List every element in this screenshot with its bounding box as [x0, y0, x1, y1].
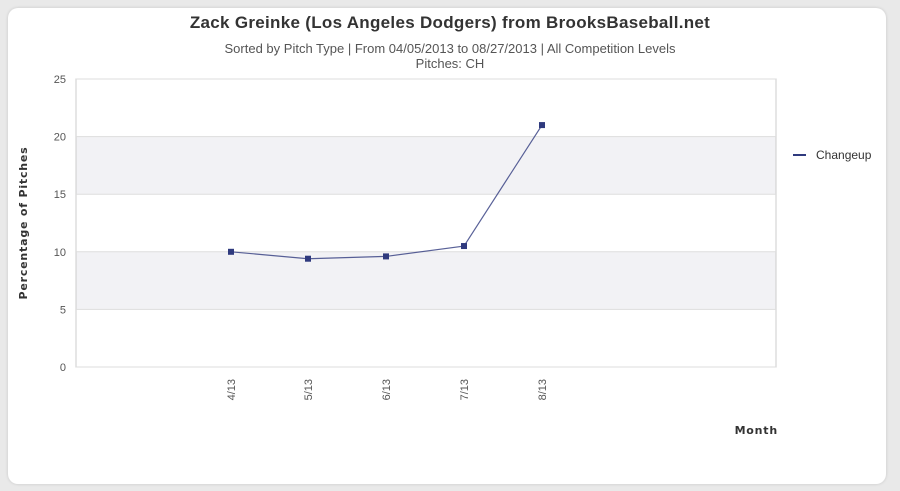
y-axis: 0 5 10 15 20 25	[54, 74, 776, 374]
data-point[interactable]	[539, 122, 545, 129]
series-layer	[228, 122, 545, 262]
x-tick-label: 6/13	[381, 379, 393, 400]
data-point[interactable]	[383, 253, 389, 260]
data-point[interactable]	[228, 248, 234, 255]
y-tick-label: 5	[60, 304, 66, 316]
chart-subtitle: Sorted by Pitch Type | From 04/05/2013 t…	[224, 41, 676, 56]
x-tick-label: 4/13	[226, 379, 238, 400]
y-tick-label: 20	[54, 132, 66, 144]
x-axis: 4/13 5/13 6/13 7/13 8/13	[226, 379, 549, 400]
x-axis-title: Month	[735, 424, 778, 437]
y-tick-label: 25	[54, 74, 66, 86]
data-point[interactable]	[461, 243, 467, 250]
plot-band	[76, 194, 776, 252]
plot-band	[76, 251, 776, 310]
legend-label-changeup: Changeup	[816, 148, 872, 162]
y-axis-title: Percentage of Pitches	[17, 146, 30, 299]
y-tick-label: 0	[60, 362, 66, 374]
plot-band	[76, 309, 776, 367]
data-point[interactable]	[305, 255, 311, 262]
chart-title: Zack Greinke (Los Angeles Dodgers) from …	[189, 13, 711, 32]
x-tick-label: 8/13	[537, 379, 549, 400]
y-tick-label: 10	[54, 247, 66, 259]
chart-subtitle-pitches: Pitches: CH	[415, 56, 485, 71]
legend[interactable]: Changeup	[793, 148, 872, 162]
plot-band	[76, 136, 776, 195]
plot-band	[76, 79, 776, 137]
x-tick-label: 7/13	[459, 379, 471, 400]
plot-bands	[76, 79, 776, 367]
y-tick-label: 15	[54, 189, 66, 201]
x-tick-label: 5/13	[303, 379, 315, 400]
